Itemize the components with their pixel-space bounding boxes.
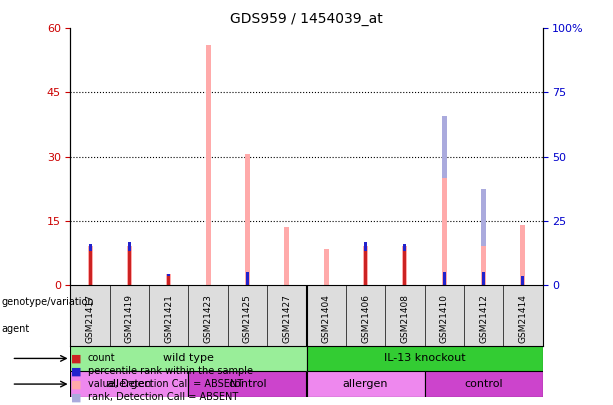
Bar — [284, 227, 289, 285]
Bar — [88, 251, 92, 285]
Text: GSM21427: GSM21427 — [283, 294, 291, 343]
Text: wild type: wild type — [163, 354, 214, 363]
Text: allergen: allergen — [343, 379, 388, 389]
Text: GSM21423: GSM21423 — [204, 294, 213, 343]
Bar — [481, 246, 486, 285]
Bar — [521, 276, 525, 285]
Bar — [481, 189, 486, 246]
Bar — [403, 251, 406, 285]
Text: control: control — [228, 379, 267, 389]
Bar — [306, 345, 543, 371]
Bar — [363, 246, 368, 285]
Title: GDS959 / 1454039_at: GDS959 / 1454039_at — [230, 12, 383, 26]
Text: ■: ■ — [70, 379, 81, 389]
Text: GSM21419: GSM21419 — [125, 294, 134, 343]
Text: percentile rank within the sample: percentile rank within the sample — [88, 367, 253, 376]
Text: GSM21410: GSM21410 — [440, 294, 449, 343]
Bar — [520, 225, 525, 285]
Bar — [189, 371, 306, 397]
Bar — [128, 242, 131, 251]
Bar — [424, 371, 543, 397]
Text: value, Detection Call = ABSENT: value, Detection Call = ABSENT — [88, 379, 243, 389]
Bar — [88, 244, 92, 251]
Text: GSM21421: GSM21421 — [164, 294, 173, 343]
Bar — [206, 45, 210, 285]
Bar — [364, 251, 367, 285]
Bar — [70, 371, 189, 397]
Bar — [482, 272, 485, 285]
Bar — [167, 276, 170, 285]
Bar — [246, 272, 249, 285]
Bar — [403, 246, 407, 285]
Bar — [167, 274, 170, 276]
Text: agent: agent — [1, 324, 29, 334]
Bar — [88, 246, 93, 285]
Text: GSM21406: GSM21406 — [361, 294, 370, 343]
Bar — [245, 154, 250, 285]
Text: GSM21425: GSM21425 — [243, 294, 252, 343]
Bar — [442, 178, 446, 285]
Text: GSM21412: GSM21412 — [479, 294, 488, 343]
Text: GSM21414: GSM21414 — [519, 294, 527, 343]
Text: IL-13 knockout: IL-13 knockout — [384, 354, 465, 363]
Text: ■: ■ — [70, 392, 81, 402]
Bar — [128, 251, 131, 285]
Bar — [443, 272, 446, 285]
Text: GSM21404: GSM21404 — [322, 294, 330, 343]
Bar — [442, 116, 446, 178]
Text: ■: ■ — [70, 367, 81, 376]
Text: rank, Detection Call = ABSENT: rank, Detection Call = ABSENT — [88, 392, 238, 402]
Text: genotype/variation: genotype/variation — [1, 297, 94, 307]
Bar — [167, 274, 171, 285]
Bar — [70, 345, 306, 371]
Bar — [364, 242, 367, 251]
Bar — [306, 371, 424, 397]
Text: allergen: allergen — [107, 379, 152, 389]
Bar — [324, 249, 329, 285]
Text: ■: ■ — [70, 354, 81, 363]
Text: GSM21417: GSM21417 — [86, 294, 94, 343]
Bar — [127, 246, 132, 285]
Text: GSM21408: GSM21408 — [400, 294, 409, 343]
Text: control: control — [464, 379, 503, 389]
Bar — [403, 244, 406, 251]
Text: count: count — [88, 354, 115, 363]
